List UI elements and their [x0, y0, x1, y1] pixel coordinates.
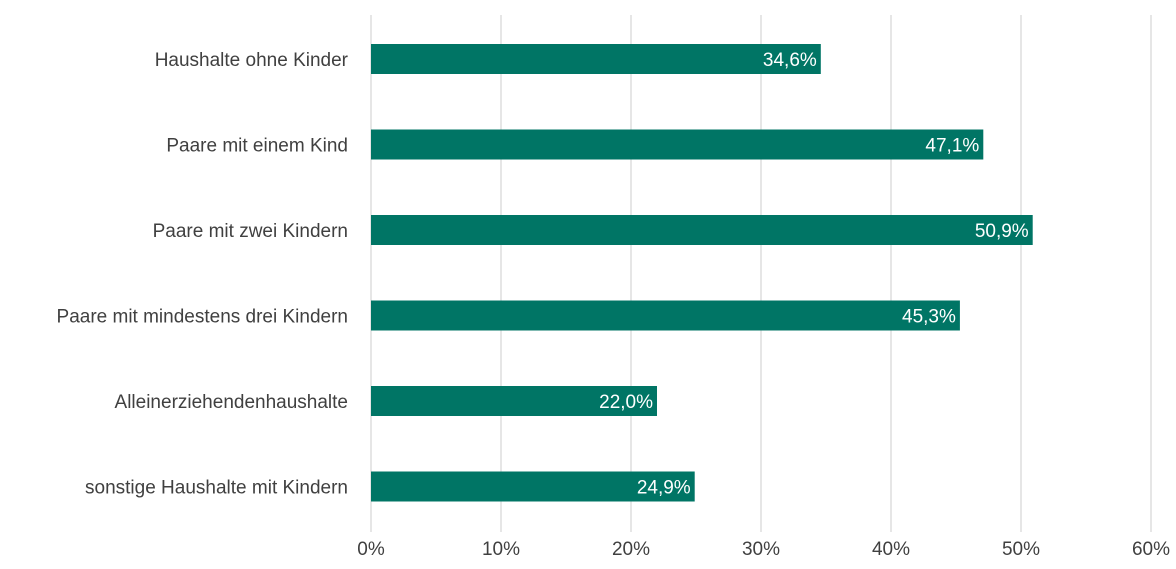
gridlines: [370, 15, 1152, 532]
category-label: Paare mit mindestens drei Kindern: [57, 307, 348, 328]
data-label: 34,6%: [763, 50, 817, 71]
x-axis-ticks: 0% 10% 20% 30% 40% 50% 60%: [357, 539, 1170, 560]
bar: [371, 386, 657, 416]
bar: [371, 129, 984, 160]
x-tick-label: 60%: [1132, 539, 1170, 560]
category-labels: Haushalte ohne Kinder Paare mit einem Kin…: [57, 50, 349, 499]
x-tick-label: 50%: [1002, 539, 1040, 560]
category-label: Haushalte ohne Kinder: [155, 50, 349, 71]
x-tick-label: 0%: [357, 539, 385, 560]
bars: 34,6% 47,1% 50,9% 45,3% 22,0% 24,9%: [371, 44, 1033, 502]
category-label: Paare mit einem Kind: [166, 136, 348, 157]
data-label: 24,9%: [637, 478, 691, 499]
data-label: 45,3%: [902, 307, 956, 328]
x-tick-label: 40%: [872, 539, 910, 560]
x-tick-label: 20%: [612, 539, 650, 560]
data-label: 50,9%: [975, 221, 1029, 242]
x-tick-label: 10%: [482, 539, 520, 560]
data-label: 22,0%: [599, 392, 653, 413]
bar: [371, 44, 821, 74]
category-label: sonstige Haushalte mit Kindern: [85, 478, 348, 499]
x-tick-label: 30%: [742, 539, 780, 560]
category-label: Alleinerziehendenhaushalte: [115, 392, 348, 413]
bar: [371, 300, 960, 331]
data-label: 47,1%: [925, 136, 979, 157]
bar: [371, 215, 1033, 245]
category-label: Paare mit zwei Kindern: [153, 221, 348, 242]
bar: [371, 471, 695, 502]
